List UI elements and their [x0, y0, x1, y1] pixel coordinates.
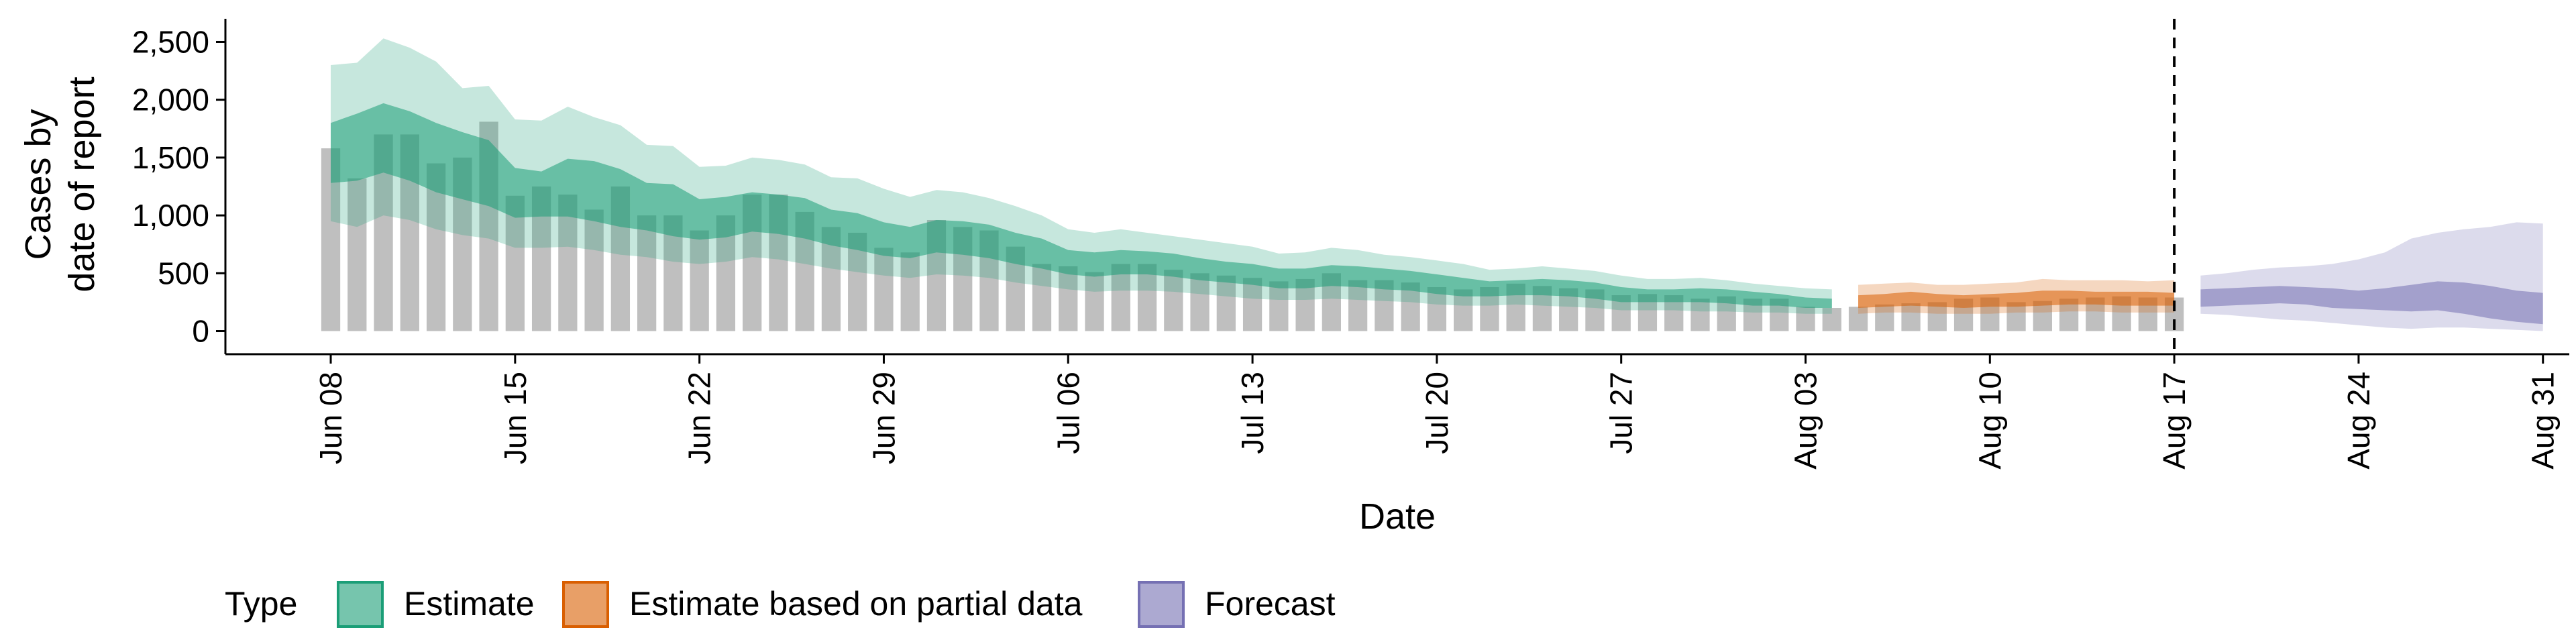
y-tick-label: 0: [192, 314, 209, 349]
reported-case-bar: [584, 209, 604, 331]
x-axis-title: Date: [1359, 496, 1436, 537]
reported-case-bar: [1822, 308, 1841, 331]
x-tick-label: Jun 08: [313, 372, 348, 464]
x-tick-label: Jul 20: [1419, 372, 1454, 454]
reported-case-bar: [1875, 304, 1894, 331]
reported-case-bar: [1348, 280, 1368, 331]
reported-case-bar: [1164, 270, 1183, 331]
x-tick-label: Jul 13: [1235, 372, 1270, 454]
estimate-band-90: [331, 38, 1832, 314]
reported-case-bar: [347, 178, 367, 331]
x-tick-label: Aug 31: [2526, 372, 2561, 470]
estimate-band-50: [331, 103, 1832, 308]
y-axis-title-line-1: Cases by: [18, 109, 58, 260]
reported-case-bar: [1269, 281, 1289, 331]
x-tick-label: Aug 17: [2157, 372, 2192, 470]
y-tick-label: 1,000: [132, 198, 209, 233]
y-tick-label: 1,500: [132, 140, 209, 175]
x-tick-label: Aug 10: [1972, 372, 2007, 470]
reported-case-bar: [2033, 301, 2052, 331]
legend-title: Type: [225, 585, 297, 623]
y-tick-label: 500: [158, 256, 209, 290]
axes: [224, 19, 2569, 356]
y-axis-title-line-2: date of report: [62, 76, 102, 292]
y-tick-label: 2,500: [132, 24, 209, 59]
reported-case-bar: [900, 252, 920, 331]
legend-label-estimate: Estimate: [404, 585, 535, 623]
estimate-bands: [331, 38, 2543, 331]
x-tick-label: Jun 29: [867, 372, 902, 464]
x-tick-label: Jun 22: [682, 372, 717, 464]
legend-swatch-partial: [562, 581, 609, 628]
legend-swatch-forecast: [1138, 581, 1185, 628]
reported-case-bar: [1032, 264, 1052, 331]
estimate-based-on-partial-data-band-50: [1858, 290, 2175, 308]
reported-case-bar: [1085, 272, 1104, 331]
legend: Type Estimate Estimate based on partial …: [225, 581, 1336, 628]
legend-label-partial: Estimate based on partial data: [629, 585, 1083, 623]
reported-case-bar: [1190, 273, 1210, 331]
x-tick-label: Aug 03: [1788, 372, 1823, 470]
y-axis-ticks: 0 500 1,000 1,500 2,000 2,500: [132, 24, 225, 349]
reported-case-bar: [2006, 302, 2026, 331]
reported-case-bar: [1901, 303, 1921, 331]
reported-case-bar: [1690, 299, 1710, 331]
y-tick-label: 2,000: [132, 83, 209, 117]
legend-swatch-estimate: [337, 581, 384, 628]
forecast-band-50: [2200, 281, 2543, 325]
x-tick-label: Jul 27: [1604, 372, 1639, 454]
reported-case-bar: [1137, 264, 1157, 331]
reported-case-bar: [874, 248, 894, 331]
x-tick-label: Jun 15: [498, 372, 533, 464]
reported-case-bar: [1848, 307, 1868, 331]
reported-case-bar: [1059, 266, 1078, 331]
legend-label-forecast: Forecast: [1205, 585, 1336, 623]
reported-case-bar: [1242, 278, 1263, 331]
reported-case-bar: [1796, 307, 1815, 331]
reported-case-bar: [1216, 275, 1236, 331]
reported-case-bar: [505, 195, 525, 331]
reported-case-bar: [690, 230, 709, 331]
reported-case-bar: [637, 215, 657, 331]
x-axis-ticks: Jun 08 Jun 15 Jun 22 Jun 29 Jul 06 Jul 13 Jul …: [313, 354, 2561, 470]
y-axis-title: Cases by date of report: [18, 76, 102, 292]
reported-case-bar: [1111, 264, 1130, 331]
x-tick-label: Aug 24: [2341, 372, 2376, 470]
x-tick-label: Jul 06: [1051, 372, 1085, 454]
